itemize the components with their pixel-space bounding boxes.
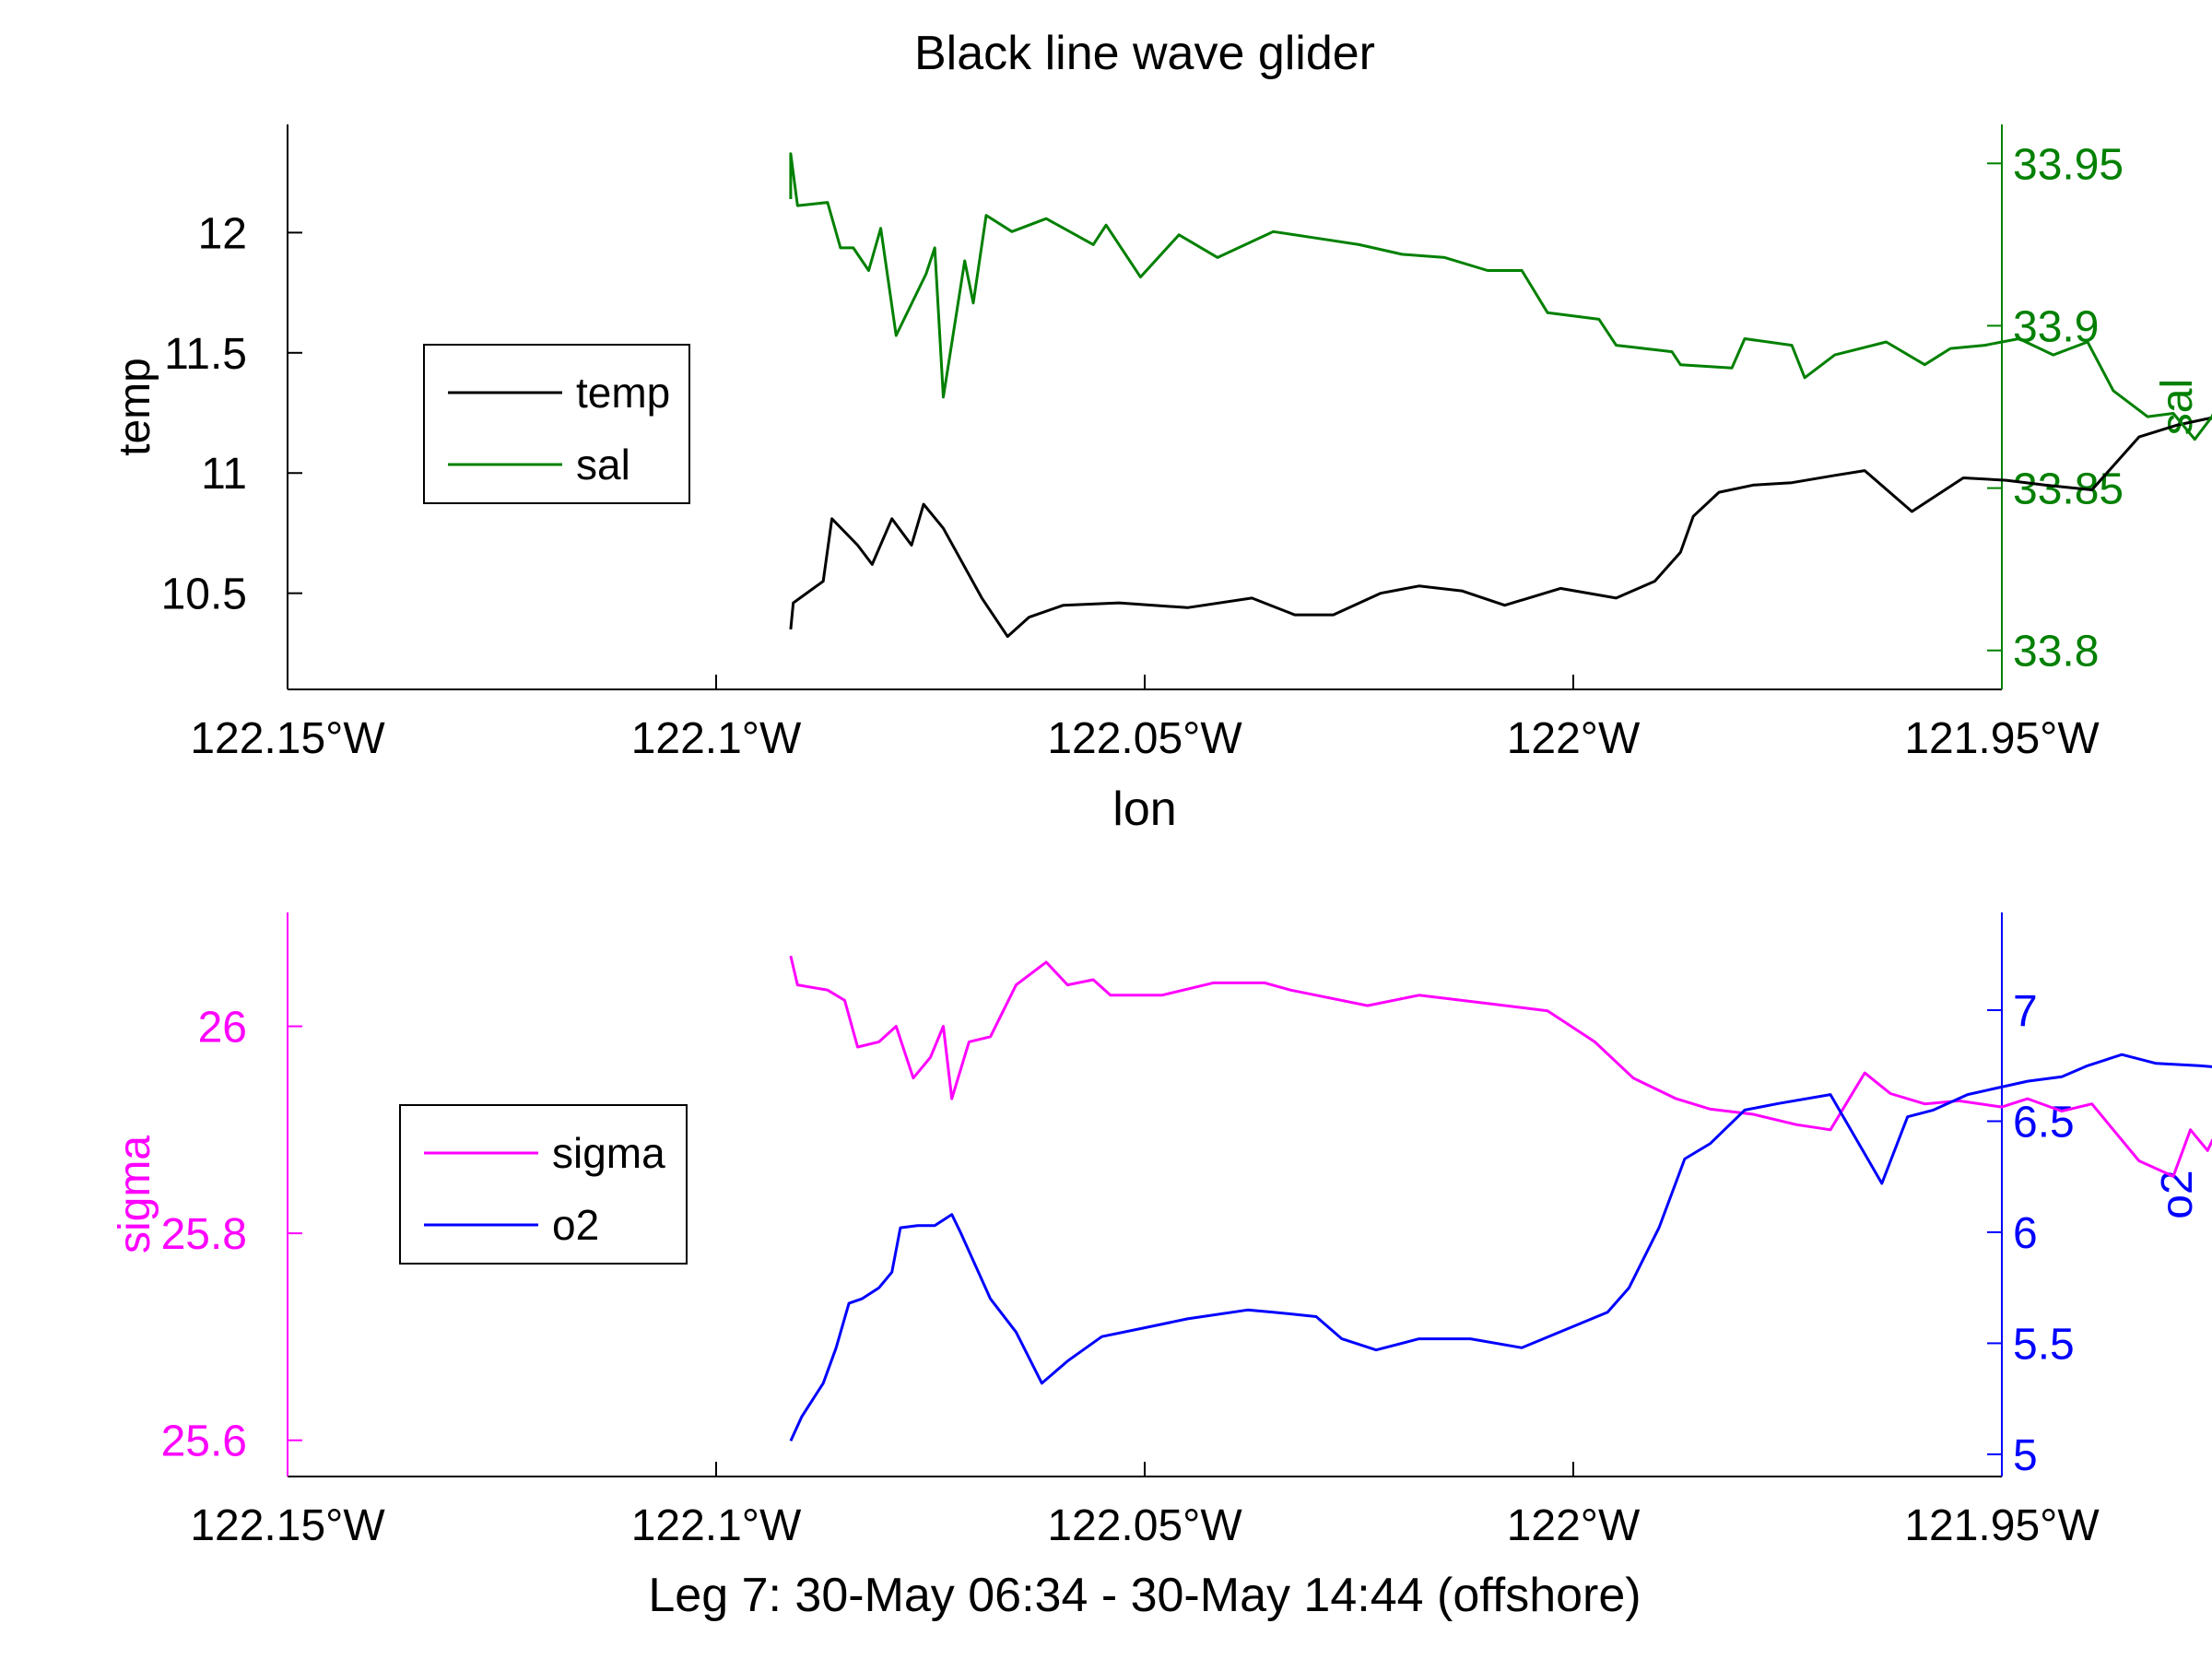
left-y-tick-label: 11 — [201, 450, 247, 499]
right-y-axis-label: o2 — [2153, 1170, 2202, 1218]
figure-title: Black line wave glider — [914, 27, 1375, 80]
x-tick-label: 122.15°W — [190, 1501, 385, 1550]
x-axis-label: lon — [1112, 782, 1176, 836]
series-line-sigma — [789, 955, 2212, 1178]
legend-label-sigma: sigma — [552, 1129, 665, 1177]
legend-label-sal: sal — [576, 441, 630, 488]
left-y-tick-label: 11.5 — [164, 330, 247, 379]
left-y-tick-label: 12 — [198, 209, 247, 258]
x-tick-label: 122.15°W — [190, 714, 385, 763]
left-y-tick-label: 25.8 — [161, 1210, 247, 1259]
x-tick-label: 122°W — [1507, 1501, 1641, 1550]
series-line-sal — [789, 152, 2212, 441]
legend: sigma o2 — [399, 1104, 688, 1265]
legend-box — [423, 344, 690, 504]
right-y-tick-label: 7 — [2013, 987, 2038, 1036]
series-line-temp — [789, 416, 2212, 639]
left-y-axis-label: temp — [111, 358, 159, 456]
x-axis-label: Leg 7: 30-May 06:34 - 30-May 14:44 (offs… — [648, 1569, 1641, 1622]
right-y-tick-label: 5 — [2013, 1431, 2038, 1480]
legend-label-o2: o2 — [552, 1201, 599, 1249]
x-tick-label: 121.95°W — [1904, 1501, 2100, 1550]
right-y-tick-label: 33.9 — [2013, 302, 2099, 351]
top-panel: 122.15°W 122.1°W 122.05°W 122°W 121.95°W lon 1… — [111, 124, 2212, 836]
left-y-tick-label: 10.5 — [161, 571, 247, 619]
legend-box — [399, 1104, 688, 1265]
series-line-o2 — [789, 1053, 2212, 1442]
x-tick-label: 122.1°W — [631, 1501, 802, 1550]
x-tick-label: 122.1°W — [631, 714, 802, 763]
left-y-tick-label: 25.6 — [161, 1418, 247, 1466]
right-y-tick-label: 6.5 — [2013, 1098, 2075, 1147]
right-y-tick-label: 33.8 — [2013, 628, 2099, 677]
right-y-axis-label: sal — [2153, 379, 2202, 435]
legend: temp sal — [423, 344, 690, 504]
x-tick-label: 121.95°W — [1904, 714, 2100, 763]
left-y-tick-label: 26 — [198, 1004, 247, 1053]
left-y-axis-label: sigma — [111, 1135, 159, 1253]
right-y-tick-label: 6 — [2013, 1209, 2038, 1258]
x-tick-label: 122.05°W — [1047, 1501, 1242, 1550]
legend-label-temp: temp — [576, 369, 670, 417]
right-y-tick-label: 5.5 — [2013, 1320, 2075, 1369]
x-tick-label: 122.05°W — [1047, 714, 1242, 763]
right-y-tick-label: 33.95 — [2013, 140, 2124, 189]
x-tick-label: 122°W — [1507, 714, 1641, 763]
bottom-panel: 122.15°W 122.1°W 122.05°W 122°W 121.95°W Leg … — [111, 912, 2212, 1622]
